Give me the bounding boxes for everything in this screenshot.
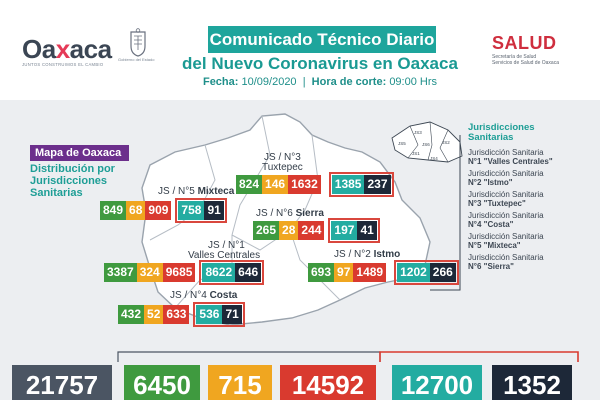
js5-value-1: 849 [100, 201, 127, 220]
oaxaca-logo: Oaxaca JUNTOS CONSTRUIMOS EL CAMBIO [22, 34, 112, 67]
js6-value-3: 244 [298, 221, 325, 240]
js2-framed: 1202 266 [394, 260, 459, 285]
jurisdictions-panel-title: Jurisdicciones Sanitarias [468, 122, 535, 143]
total-dark: 1352 [492, 365, 572, 400]
total-confirmed: 21757 [12, 365, 112, 400]
js3-value-3: 1632 [288, 175, 321, 194]
js2-value-1: 693 [308, 263, 335, 282]
js6-framed: 197 41 [328, 218, 380, 243]
js2-value-4: 1202 [397, 263, 430, 282]
mini-label-js2: JS2 [442, 140, 450, 145]
js5-value-5: 91 [204, 201, 224, 220]
js1-name-prefix: JS / N°1 [208, 240, 245, 251]
js4-value-5: 71 [222, 305, 242, 324]
mini-label-js5: JS5 [398, 141, 406, 146]
js2-value-5: 266 [429, 263, 456, 282]
js6-row: 265 28 244 197 41 [253, 218, 380, 243]
list-item: Jurisdicción Sanitaria N°6 "Sierra" [468, 253, 544, 271]
js3-row: 824 146 1632 1385 237 [236, 172, 394, 197]
js4-name: JS / N°4 Costa [170, 290, 238, 301]
salud-logo: SALUD [492, 33, 557, 53]
mini-label-js1: JS1 [412, 151, 420, 156]
js1-value-4: 8622 [202, 263, 236, 282]
js4-framed: 536 71 [193, 302, 245, 327]
mini-label-js4: JS4 [430, 156, 438, 161]
js1-value-2: 324 [136, 263, 163, 282]
js1-row: 3387 324 9685 8622 646 [104, 260, 265, 285]
js3-value-2: 146 [262, 175, 289, 194]
js1-value-5: 646 [235, 263, 262, 282]
date-line: Fecha: 10/09/2020 | Hora de corte: 09:00… [202, 76, 438, 88]
js1-value-3: 9685 [162, 263, 196, 282]
distribution-label: Distribución por Jurisdicciones Sanitari… [30, 163, 115, 199]
state-seal-icon [130, 28, 146, 57]
js2-value-3: 1489 [353, 263, 387, 282]
js3-name: Tuxtepec [262, 162, 303, 173]
js5-value-3: 909 [145, 201, 172, 220]
total-teal: 12700 [392, 365, 482, 400]
js1-framed: 8622 646 [199, 260, 265, 285]
mini-map [391, 121, 463, 163]
page-subtitle: del Nuevo Coronavirus en Oaxaca [182, 54, 458, 73]
mini-label-js3: JS3 [414, 130, 422, 135]
salud-subtitle: Secretaría de Salud Servicios de Salud d… [492, 54, 559, 66]
list-item: Jurisdicción Sanitaria N°4 "Costa" [468, 211, 544, 229]
js3-value-4: 1385 [331, 175, 365, 194]
mini-label-js6: JS6 [422, 142, 430, 147]
js4-value-2: 52 [144, 305, 164, 324]
js4-row: 432 52 633 536 71 [118, 302, 245, 327]
map-label: Mapa de Oaxaca [30, 145, 129, 161]
list-item: Jurisdicción Sanitaria N°5 "Mixteca" [468, 232, 544, 250]
list-item: Jurisdicción Sanitaria N°1 "Valles Centra… [468, 148, 553, 166]
total-orange: 715 [208, 365, 272, 400]
jurisdictions-list: Jurisdicción Sanitaria N°1 "Valles Centra… [468, 148, 553, 274]
totals-brackets [117, 351, 579, 362]
js3-value-5: 237 [364, 175, 391, 194]
js5-framed: 758 91 [175, 198, 227, 223]
js3-value-1: 824 [236, 175, 263, 194]
js1-name: Valles Centrales [188, 250, 261, 261]
seal-caption: Gobierno del Estado [118, 57, 155, 62]
js6-value-1: 265 [253, 221, 280, 240]
js1-value-1: 3387 [104, 263, 137, 282]
js4-value-4: 536 [196, 305, 223, 324]
header: Oaxaca JUNTOS CONSTRUIMOS EL CAMBIO Gobi… [0, 0, 600, 100]
js6-value-5: 41 [357, 221, 377, 240]
js3-framed: 1385 237 [328, 172, 394, 197]
js5-value-2: 68 [126, 201, 146, 220]
total-green: 6450 [124, 365, 200, 400]
js3-name-prefix: JS / N°3 [264, 152, 301, 163]
js2-value-2: 97 [334, 263, 354, 282]
total-red: 14592 [280, 365, 376, 400]
page-title: Comunicado Técnico Diario [208, 26, 436, 53]
js6-value-2: 28 [279, 221, 299, 240]
js6-name: JS / N°6 Sierra [256, 208, 324, 219]
js6-value-4: 197 [331, 221, 358, 240]
logo-tagline: JUNTOS CONSTRUIMOS EL CAMBIO [22, 62, 104, 67]
list-item: Jurisdicción Sanitaria N°3 "Tuxtepec" [468, 190, 544, 208]
list-item: Jurisdicción Sanitaria N°2 "Istmo" [468, 169, 544, 187]
js5-name: JS / N°5 Mixteca [158, 186, 235, 197]
js2-row: 693 97 1489 1202 266 [308, 260, 459, 285]
js4-value-3: 633 [163, 305, 190, 324]
js2-name: JS / N°2 Istmo [334, 249, 401, 260]
date-value: 10/09/2020 [241, 76, 297, 88]
js4-value-1: 432 [118, 305, 145, 324]
cutoff-time: 09:00 Hrs [389, 76, 438, 88]
js5-row: 849 68 909 758 91 [100, 198, 227, 223]
js5-value-4: 758 [178, 201, 205, 220]
